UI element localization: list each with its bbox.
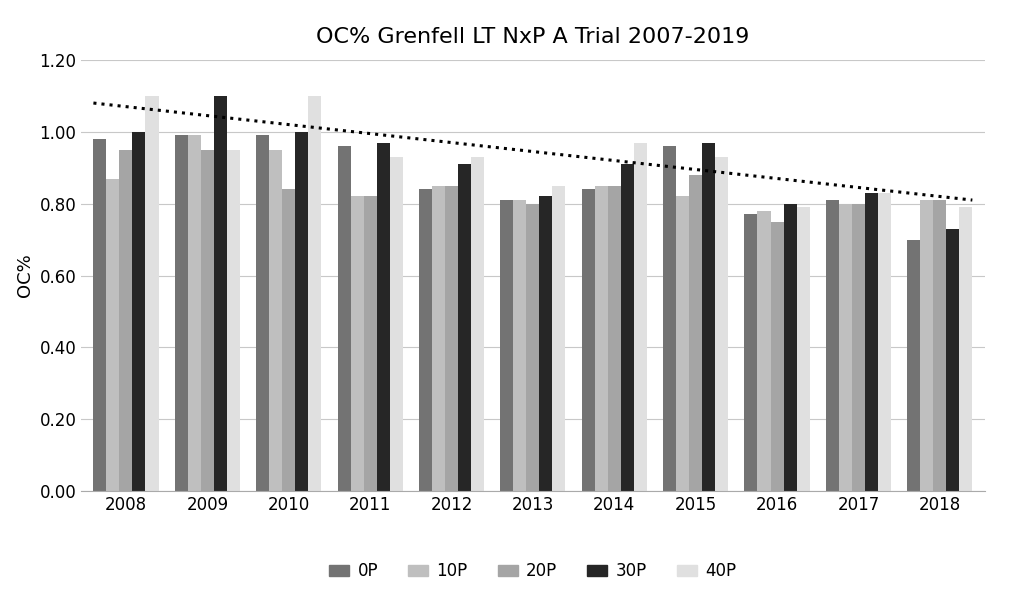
Bar xyxy=(676,196,689,491)
Bar xyxy=(338,146,350,491)
Bar xyxy=(826,200,838,491)
Bar xyxy=(256,135,269,491)
Bar xyxy=(784,204,797,491)
Bar xyxy=(363,196,377,491)
Bar xyxy=(269,150,282,491)
Bar xyxy=(514,200,527,491)
Bar xyxy=(419,189,432,491)
Bar xyxy=(471,157,484,491)
Bar xyxy=(946,229,959,491)
Y-axis label: OC%: OC% xyxy=(16,253,33,298)
Bar xyxy=(377,143,390,491)
Bar xyxy=(107,179,120,491)
Bar xyxy=(188,135,201,491)
Bar xyxy=(390,157,403,491)
Bar xyxy=(878,193,891,491)
Bar xyxy=(458,164,471,491)
Bar xyxy=(350,196,363,491)
Bar xyxy=(93,139,107,491)
Bar xyxy=(757,211,770,491)
Bar xyxy=(595,186,608,491)
Bar xyxy=(852,204,865,491)
Bar xyxy=(133,132,145,491)
Bar xyxy=(227,150,240,491)
Bar xyxy=(295,132,309,491)
Bar xyxy=(633,143,647,491)
Bar xyxy=(527,204,539,491)
Bar xyxy=(552,186,565,491)
Bar xyxy=(500,200,514,491)
Bar xyxy=(702,143,716,491)
Bar xyxy=(145,96,158,491)
Bar xyxy=(689,175,702,491)
Bar xyxy=(933,200,946,491)
Bar xyxy=(663,146,676,491)
Bar xyxy=(432,186,445,491)
Bar xyxy=(621,164,633,491)
Bar xyxy=(716,157,728,491)
Bar xyxy=(907,240,921,491)
Title: OC% Grenfell LT NxP A Trial 2007-2019: OC% Grenfell LT NxP A Trial 2007-2019 xyxy=(317,27,749,47)
Bar xyxy=(175,135,188,491)
Bar xyxy=(282,189,295,491)
Bar xyxy=(120,150,133,491)
Bar xyxy=(445,186,458,491)
Bar xyxy=(608,186,621,491)
Bar xyxy=(797,207,810,491)
Bar xyxy=(309,96,322,491)
Bar xyxy=(214,96,227,491)
Legend: 0P, 10P, 20P, 30P, 40P: 0P, 10P, 20P, 30P, 40P xyxy=(323,556,743,587)
Bar xyxy=(744,214,757,491)
Bar xyxy=(770,222,784,491)
Bar xyxy=(838,204,852,491)
Bar xyxy=(539,196,552,491)
Bar xyxy=(582,189,595,491)
Bar xyxy=(865,193,878,491)
Bar xyxy=(201,150,214,491)
Bar xyxy=(959,207,972,491)
Bar xyxy=(921,200,933,491)
